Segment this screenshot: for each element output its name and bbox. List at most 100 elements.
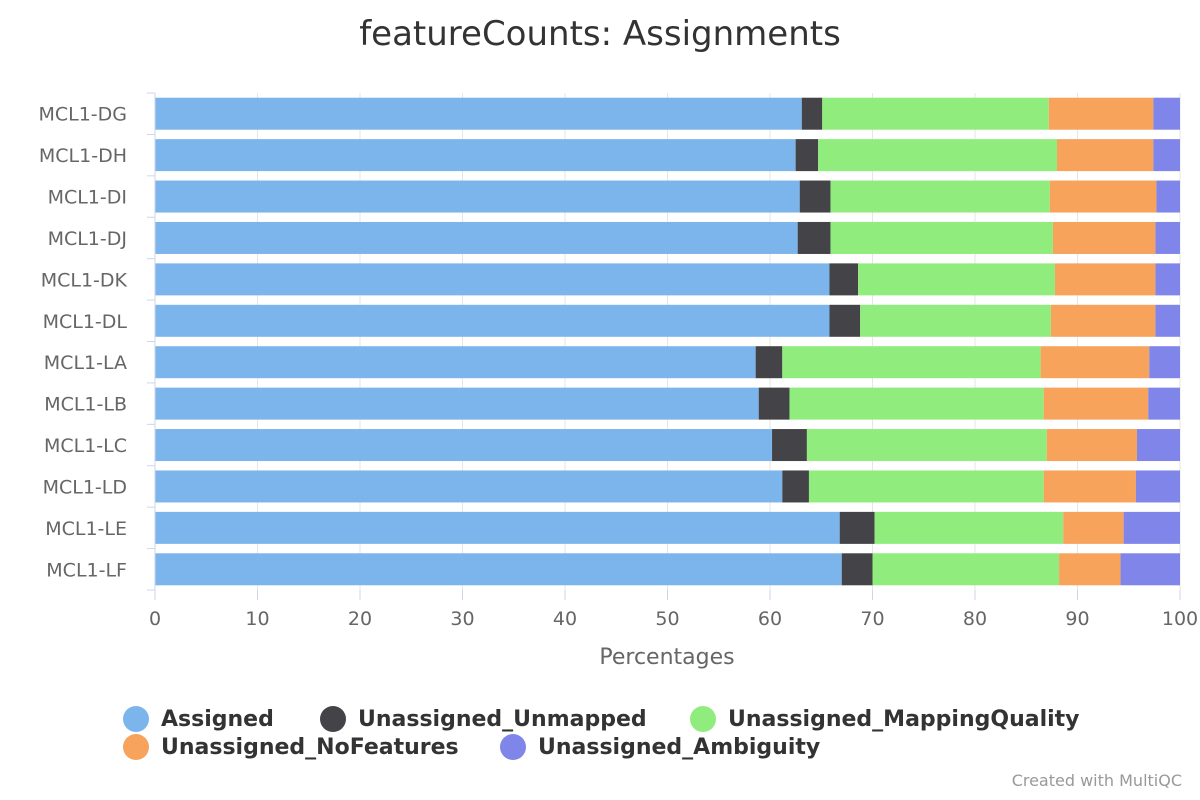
- stacked-bar-chart: 0 10 20 30 40 50 60 70 80 90 100 MCL1-DG MCL1-DH MCL1…: [38, 92, 1198, 670]
- bar-segment: [155, 304, 830, 337]
- bar-segment: [839, 511, 875, 544]
- bar-segment: [1156, 180, 1180, 213]
- category-label: MCL1-DJ: [48, 228, 127, 250]
- bar-segment: [1136, 429, 1180, 462]
- bar-segment: [1046, 429, 1137, 462]
- bar-segment: [758, 387, 790, 420]
- legend-marker-icon: [500, 734, 526, 760]
- bar-segment: [1153, 139, 1180, 172]
- x-tick-label: 50: [655, 608, 679, 630]
- bar-segment: [1135, 470, 1180, 503]
- bar-segment: [830, 180, 1050, 213]
- bar-segment: [782, 346, 1041, 379]
- bar-segment: [818, 139, 1057, 172]
- category-label: MCL1-DL: [43, 311, 128, 333]
- legend-marker-icon: [123, 734, 149, 760]
- legend-label: Unassigned_Unmapped: [358, 706, 647, 732]
- bar-segment: [1148, 387, 1180, 420]
- bar-segment: [1149, 346, 1180, 379]
- bar-segment: [772, 429, 807, 462]
- bar-segment: [1054, 263, 1156, 296]
- x-tick-label: 0: [149, 608, 161, 630]
- legend-item[interactable]: Unassigned_Unmapped: [320, 706, 647, 732]
- x-tick-label: 80: [963, 608, 987, 630]
- bar-segment: [1155, 221, 1180, 254]
- x-axis-label: Percentages: [599, 645, 734, 670]
- bar-segment: [1063, 511, 1124, 544]
- bar-segment: [755, 346, 783, 379]
- bar-segment: [795, 139, 819, 172]
- bar-segment: [860, 304, 1051, 337]
- bar-segment: [841, 553, 873, 586]
- bar-segment: [1120, 553, 1180, 586]
- bar-segment: [1048, 97, 1154, 130]
- bar-segment: [1043, 470, 1136, 503]
- bar-segment: [1057, 139, 1154, 172]
- bar-segment: [806, 429, 1047, 462]
- bar-segment: [155, 387, 759, 420]
- bar-segment: [155, 553, 842, 586]
- bar-segment: [1043, 387, 1149, 420]
- legend-item[interactable]: Unassigned_NoFeatures: [123, 734, 459, 760]
- x-tick-label: 10: [245, 608, 269, 630]
- bar-segment: [155, 429, 773, 462]
- x-tick-label: 60: [758, 608, 782, 630]
- category-label: MCL1-DG: [38, 104, 127, 126]
- category-label: MCL1-LD: [43, 476, 127, 498]
- category-label: MCL1-LF: [46, 559, 127, 581]
- chart-title: featureCounts: Assignments: [359, 14, 841, 54]
- grid-lines: [154, 93, 1181, 590]
- bar-segment: [155, 346, 756, 379]
- bar-segment: [1155, 263, 1180, 296]
- bar-segment: [858, 263, 1055, 296]
- bar-segment: [829, 263, 859, 296]
- bar-segment: [874, 511, 1064, 544]
- x-tick-label: 20: [348, 608, 372, 630]
- category-label: MCL1-DK: [41, 269, 128, 291]
- axes: 0 10 20 30 40 50 60 70 80 90 100 MCL1-DG MCL1-DH MCL1…: [38, 92, 1198, 630]
- legend-label: Unassigned_NoFeatures: [161, 734, 459, 760]
- credit-text[interactable]: Created with MultiQC: [1011, 771, 1182, 790]
- category-label: MCL1-DH: [39, 145, 127, 167]
- x-tick-label: 30: [450, 608, 474, 630]
- category-label: MCL1-LE: [45, 518, 127, 540]
- bar-segment: [801, 97, 823, 130]
- legend-marker-icon: [123, 706, 149, 732]
- bar-segment: [1123, 511, 1180, 544]
- legend: Assigned Unassigned_Unmapped Unassigned_Ma…: [0, 702, 1200, 762]
- legend-item[interactable]: Unassigned_MappingQuality: [690, 706, 1080, 732]
- bar-segment: [808, 470, 1044, 503]
- bar-segment: [872, 553, 1060, 586]
- legend-item[interactable]: Unassigned_Ambiguity: [500, 734, 820, 760]
- legend-label: Unassigned_Ambiguity: [538, 734, 821, 760]
- bar-segment: [1052, 221, 1156, 254]
- bar-segment: [155, 470, 783, 503]
- x-tick-label: 70: [860, 608, 884, 630]
- category-label: MCL1-LC: [44, 435, 127, 457]
- bar-segment: [155, 221, 798, 254]
- bar-segment: [1155, 304, 1180, 337]
- bar-segment: [1049, 180, 1157, 213]
- bar-segment: [1059, 553, 1121, 586]
- bar-segment: [155, 139, 796, 172]
- bar-segment: [789, 387, 1044, 420]
- category-label: MCL1-LA: [44, 352, 127, 374]
- bar-segment: [155, 180, 800, 213]
- category-label: MCL1-LB: [44, 394, 127, 416]
- legend-label: Unassigned_MappingQuality: [728, 706, 1080, 732]
- bar-segment: [155, 263, 830, 296]
- bar-segment: [829, 304, 861, 337]
- legend-marker-icon: [320, 706, 346, 732]
- bar-segment: [155, 97, 802, 130]
- bar-segment: [1153, 97, 1180, 130]
- bar-segment: [1050, 304, 1156, 337]
- x-tick-label: 100: [1162, 608, 1198, 630]
- x-tick-label: 90: [1065, 608, 1089, 630]
- category-label: MCL1-DI: [48, 187, 127, 209]
- x-tick-label: 40: [553, 608, 577, 630]
- legend-marker-icon: [690, 706, 716, 732]
- legend-label: Assigned: [161, 706, 274, 732]
- bar-segment: [822, 97, 1049, 130]
- bar-segment: [155, 511, 840, 544]
- legend-item[interactable]: Assigned: [123, 706, 274, 732]
